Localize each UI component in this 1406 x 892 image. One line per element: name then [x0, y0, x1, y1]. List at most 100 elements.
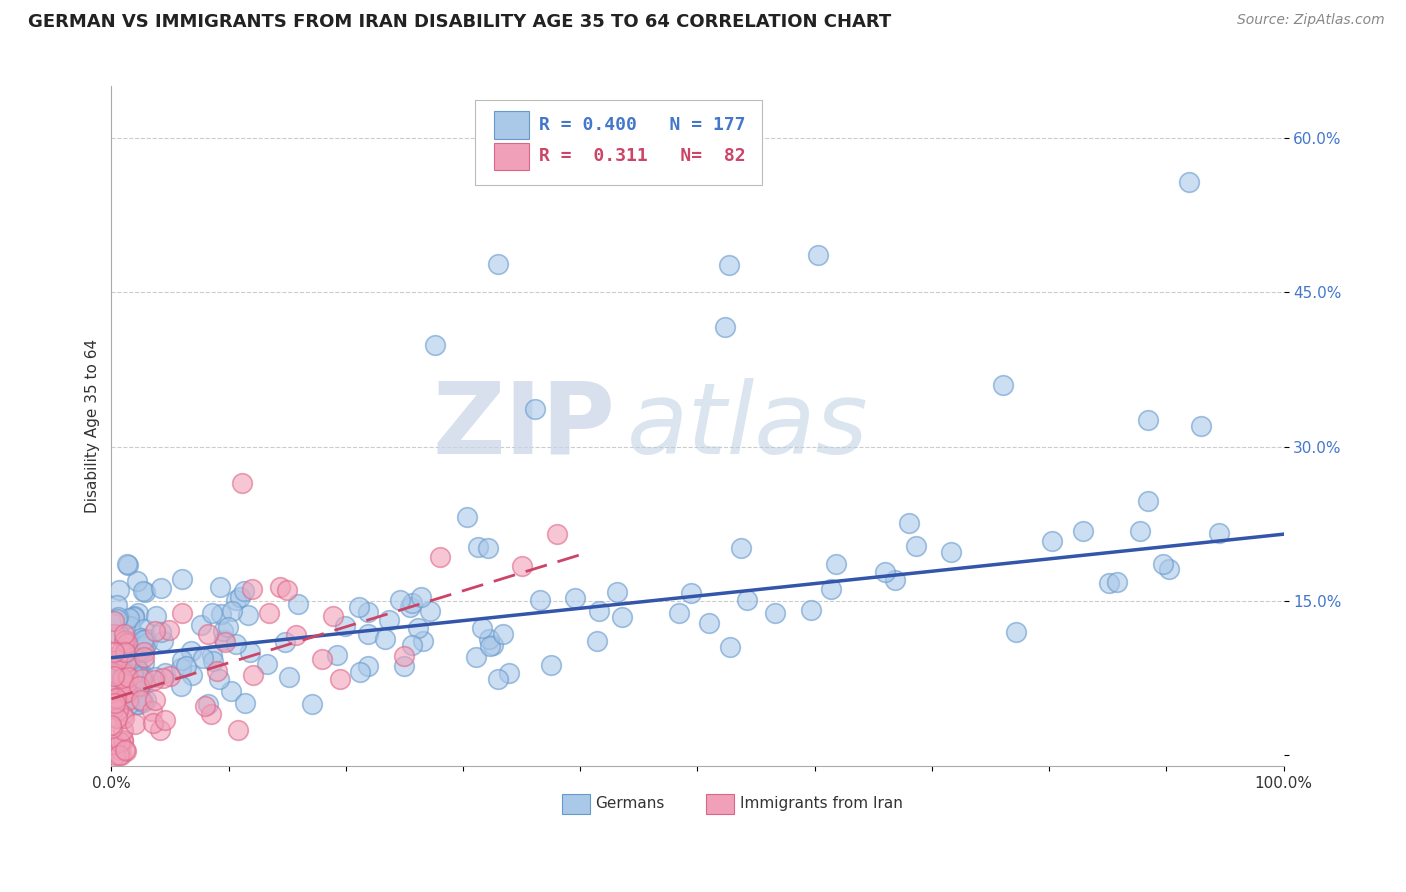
Point	[149, 723, 172, 738]
Point	[114, 633, 136, 648]
Point	[124, 627, 146, 641]
Point	[423, 337, 446, 351]
Point	[401, 638, 423, 652]
Point	[134, 639, 156, 653]
Point	[104, 690, 127, 705]
Point	[233, 696, 256, 710]
Point	[107, 599, 129, 613]
Point	[467, 541, 489, 555]
Point	[408, 621, 430, 635]
Point	[1105, 575, 1128, 590]
Point	[357, 605, 380, 619]
Point	[498, 665, 520, 680]
Point	[205, 665, 228, 679]
Point	[172, 653, 194, 667]
Point	[564, 591, 586, 606]
Point	[115, 666, 138, 681]
Point	[170, 679, 193, 693]
Point	[510, 559, 533, 574]
Point	[170, 661, 193, 675]
Point	[101, 673, 124, 687]
Point	[142, 673, 165, 687]
Point	[134, 585, 156, 599]
Point	[214, 634, 236, 648]
Point	[104, 691, 127, 706]
Point	[1137, 413, 1160, 427]
Point	[325, 648, 347, 662]
Point	[763, 606, 786, 620]
Point	[118, 676, 141, 690]
Point	[105, 669, 128, 683]
Point	[492, 627, 515, 641]
Point	[486, 257, 509, 271]
Point	[208, 672, 231, 686]
Point	[129, 631, 152, 645]
Point	[242, 668, 264, 682]
Point	[478, 632, 501, 646]
Point	[115, 743, 138, 757]
Point	[111, 671, 134, 685]
Point	[1005, 625, 1028, 640]
Point	[399, 599, 422, 614]
Point	[157, 623, 180, 637]
Point	[471, 621, 494, 635]
Point	[134, 673, 156, 688]
Point	[105, 611, 128, 625]
FancyBboxPatch shape	[494, 143, 529, 170]
Point	[117, 638, 139, 652]
Point	[807, 247, 830, 261]
Point	[357, 627, 380, 641]
Point	[322, 609, 344, 624]
Point	[118, 697, 141, 711]
Point	[121, 666, 143, 681]
Point	[125, 661, 148, 675]
Point	[714, 320, 737, 334]
Point	[152, 671, 174, 685]
Point	[110, 748, 132, 763]
Point	[105, 653, 128, 667]
Point	[820, 582, 842, 596]
Point	[333, 619, 356, 633]
Point	[115, 558, 138, 572]
Point	[897, 516, 920, 530]
Point	[419, 604, 441, 618]
Point	[730, 541, 752, 555]
Text: Source: ZipAtlas.com: Source: ZipAtlas.com	[1237, 13, 1385, 28]
Point	[101, 690, 124, 704]
Point	[191, 651, 214, 665]
Point	[127, 607, 149, 621]
Point	[401, 596, 423, 610]
Point	[107, 583, 129, 598]
Point	[208, 580, 231, 594]
Point	[904, 540, 927, 554]
Point	[939, 545, 962, 559]
Point	[117, 558, 139, 573]
Point	[229, 590, 252, 604]
Point	[1098, 575, 1121, 590]
Point	[128, 645, 150, 659]
Point	[128, 674, 150, 689]
Point	[108, 748, 131, 763]
Point	[104, 696, 127, 710]
Point	[238, 608, 260, 623]
Point	[121, 635, 143, 649]
Point	[152, 633, 174, 648]
Point	[112, 707, 135, 722]
Point	[301, 697, 323, 711]
Point	[233, 584, 256, 599]
Point	[112, 723, 135, 737]
Point	[108, 743, 131, 757]
Point	[479, 639, 502, 653]
Point	[129, 693, 152, 707]
Text: Germans: Germans	[596, 796, 665, 811]
Point	[124, 609, 146, 624]
Point	[104, 674, 127, 689]
Point	[606, 584, 628, 599]
Point	[115, 685, 138, 699]
FancyBboxPatch shape	[475, 100, 762, 185]
Point	[143, 692, 166, 706]
Point	[129, 670, 152, 684]
Point	[143, 624, 166, 638]
Point	[117, 640, 139, 655]
Point	[991, 377, 1014, 392]
